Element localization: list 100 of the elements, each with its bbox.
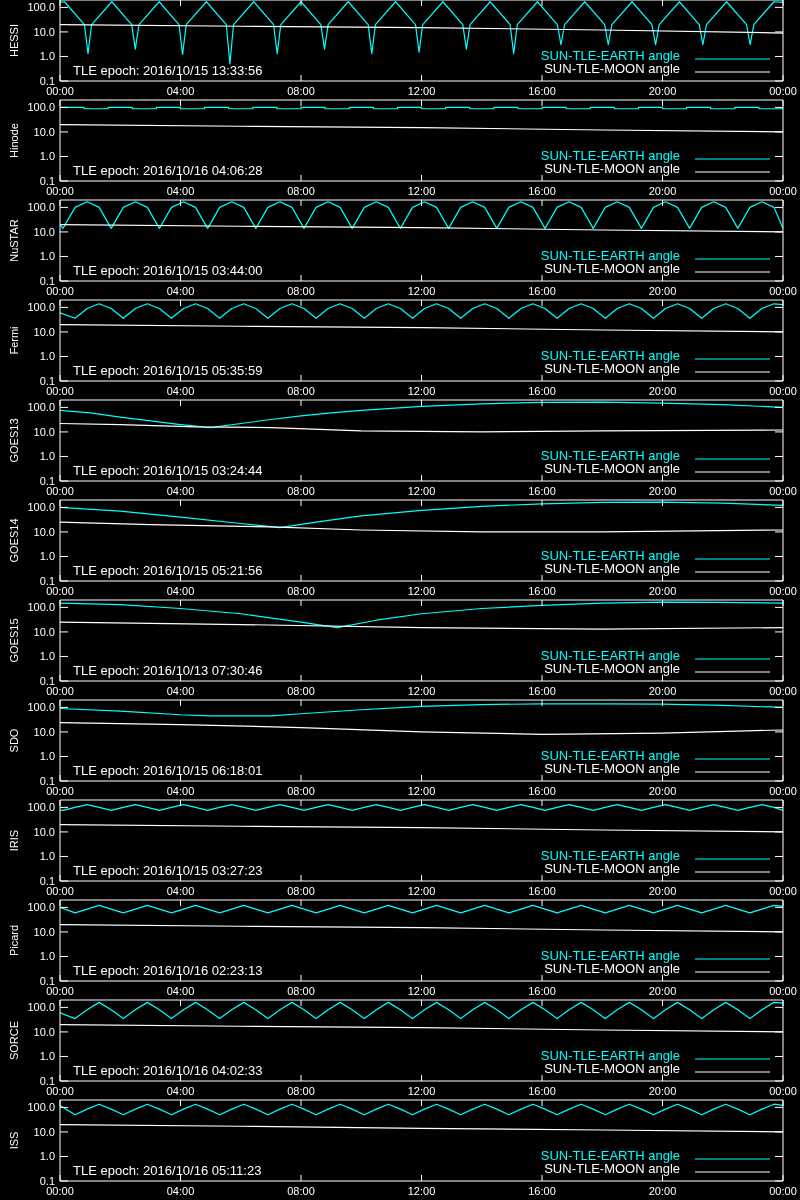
x-tick-label: 04:00 (166, 885, 195, 897)
x-tick-label: 16:00 (528, 1085, 556, 1097)
x-tick-label: 12:00 (407, 785, 436, 797)
x-tick-label: 12:00 (407, 385, 436, 397)
line-series (60, 1103, 783, 1116)
text: SUN-TLE-MOON angle (544, 1161, 680, 1176)
x-tick-label: 16:00 (528, 985, 556, 997)
x-tick-label: 00:00 (46, 385, 74, 397)
text: SUN-TLE-EARTH angle (540, 648, 680, 663)
y-tick-label: 1.0 (39, 850, 55, 863)
y-tick-label: 100.0 (27, 101, 55, 114)
x-tick-label: 20:00 (648, 385, 677, 397)
x-tick-label: 00:00 (769, 185, 797, 197)
x-tick-label: 00:00 (769, 285, 797, 297)
text: SUN-TLE-MOON angle (544, 161, 680, 176)
x-tick-label: 00:00 (769, 1085, 797, 1097)
y-tick-label: 0.1 (39, 774, 55, 787)
y-tick-label: 10.0 (33, 825, 55, 838)
x-tick-label: 12:00 (407, 885, 436, 897)
x-tick-label: 00:00 (769, 685, 797, 697)
x-tick-label: 00:00 (46, 985, 74, 997)
y-axis-title: Hinode (8, 123, 20, 158)
y-tick-label: 100.0 (27, 801, 55, 814)
x-tick-label: 00:00 (46, 85, 74, 97)
y-tick-label: 100.0 (27, 201, 55, 214)
annotation: TLE epoch: 2016/10/15 13:33:56 (73, 63, 263, 78)
text: SUN-TLE-MOON angle (544, 961, 680, 976)
x-tick-label: 04:00 (166, 785, 195, 797)
x-tick-label: 04:00 (166, 685, 195, 697)
x-tick-label: 20:00 (648, 685, 677, 697)
x-tick-label: 00:00 (769, 385, 797, 397)
x-tick-label: 12:00 (407, 285, 436, 297)
x-tick-label: 00:00 (46, 185, 74, 197)
x-tick-label: 20:00 (648, 1185, 677, 1197)
x-tick-label: 16:00 (528, 485, 556, 497)
text: SUN-TLE-EARTH angle (540, 548, 680, 563)
x-tick-label: 00:00 (46, 585, 74, 597)
x-tick-label: 08:00 (287, 485, 315, 497)
x-tick-label: 12:00 (407, 1085, 436, 1097)
x-tick-label: 08:00 (287, 1085, 315, 1097)
y-axis-title: GOES15 (8, 618, 20, 663)
x-tick-label: 04:00 (166, 985, 195, 997)
x-tick-label: 20:00 (648, 785, 677, 797)
y-tick-label: 1.0 (39, 250, 55, 263)
annotation: TLE epoch: 2016/10/13 07:30:46 (73, 663, 263, 678)
y-tick-label: 10.0 (33, 125, 55, 138)
y-tick-label: 100.0 (27, 1101, 55, 1114)
annotation: TLE epoch: 2016/10/15 03:44:00 (73, 263, 263, 278)
y-tick-label: 0.1 (39, 474, 55, 487)
x-tick-label: 00:00 (769, 485, 797, 497)
y-tick-label: 0.1 (39, 1074, 55, 1087)
series-label: SUN-TLE-EARTH angle (540, 48, 680, 63)
x-tick-label: 16:00 (528, 85, 556, 97)
y-tick-label: 100.0 (27, 701, 55, 714)
y-axis-title: SDO (8, 728, 20, 753)
annotation: TLE epoch: 2016/10/15 05:21:56 (73, 563, 263, 578)
x-tick-label: 08:00 (287, 985, 315, 997)
y-tick-label: 10.0 (33, 325, 55, 338)
y-tick-label: 0.1 (39, 1174, 55, 1187)
y-tick-label: 100.0 (27, 901, 55, 914)
x-tick-label: 16:00 (528, 285, 556, 297)
y-axis-title: NuSTAR (8, 219, 20, 262)
text: SUN-TLE-EARTH angle (540, 848, 680, 863)
text: SUN-TLE-MOON angle (544, 861, 680, 876)
y-tick-label: 10.0 (33, 425, 55, 438)
text: SUN-TLE-MOON angle (544, 561, 680, 576)
y-tick-label: 1.0 (39, 550, 55, 563)
x-tick-label: 20:00 (648, 885, 677, 897)
x-tick-label: 20:00 (648, 985, 677, 997)
x-tick-label: 00:00 (769, 585, 797, 597)
x-tick-label: 00:00 (46, 685, 74, 697)
x-tick-label: 12:00 (407, 585, 436, 597)
x-tick-label: 00:00 (46, 1185, 74, 1197)
y-axis-title: GOES13 (8, 418, 20, 463)
x-tick-label: 16:00 (528, 185, 556, 197)
y-tick-label: 1.0 (39, 650, 55, 663)
y-tick-label: 0.1 (39, 674, 55, 687)
text: SUN-TLE-MOON angle (544, 261, 680, 276)
x-tick-label: 20:00 (648, 185, 677, 197)
x-tick-label: 04:00 (166, 1085, 195, 1097)
y-tick-label: 1.0 (39, 50, 55, 63)
annotation: TLE epoch: 2016/10/16 04:06:28 (73, 163, 263, 178)
y-tick-label: 0.1 (39, 374, 55, 387)
text: SUN-TLE-MOON angle (544, 661, 680, 676)
x-tick-label: 16:00 (528, 385, 556, 397)
y-tick-label: 100.0 (27, 1, 55, 14)
y-tick-label: 10.0 (33, 225, 55, 238)
x-tick-label: 12:00 (407, 985, 436, 997)
x-tick-label: 00:00 (769, 885, 797, 897)
text: SUN-TLE-EARTH angle (540, 348, 680, 363)
text: SUN-TLE-EARTH angle (540, 1048, 680, 1063)
y-tick-label: 1.0 (39, 150, 55, 163)
y-tick-label: 0.1 (39, 974, 55, 987)
annotation: TLE epoch: 2016/10/15 03:27:23 (73, 863, 263, 878)
x-tick-label: 12:00 (407, 685, 436, 697)
x-tick-label: 08:00 (287, 85, 315, 97)
x-tick-label: 16:00 (528, 1185, 556, 1197)
y-tick-label: 0.1 (39, 274, 55, 287)
x-tick-label: 00:00 (769, 1185, 797, 1197)
annotation: TLE epoch: 2016/10/15 05:35:59 (73, 363, 263, 378)
